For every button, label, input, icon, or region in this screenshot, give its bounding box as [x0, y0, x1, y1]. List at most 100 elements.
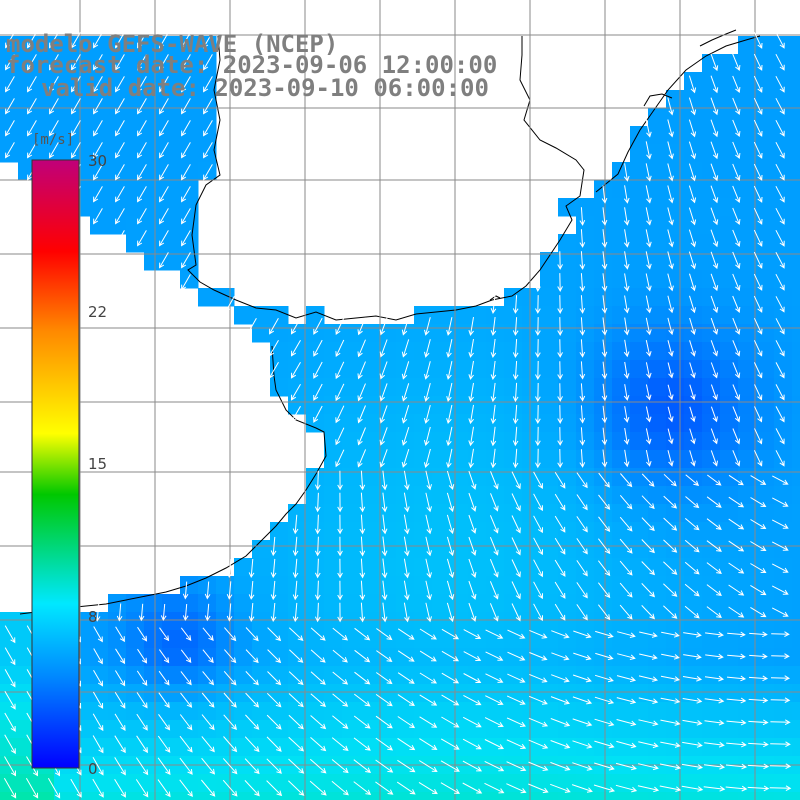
- wind-speed-cell: [378, 774, 397, 793]
- wind-arrow-icon: [203, 164, 213, 181]
- wind-arrow-icon: [468, 404, 474, 425]
- wind-arrow-icon: [639, 653, 658, 660]
- wind-speed-cell: [378, 684, 397, 703]
- wind-speed-cell: [396, 504, 415, 523]
- wind-arrow-icon: [204, 603, 211, 622]
- wind-speed-cell: [648, 504, 667, 523]
- wind-speed-cell: [0, 702, 19, 721]
- wind-arrow-icon: [772, 497, 789, 507]
- wind-arrow-icon: [446, 404, 453, 425]
- wind-speed-cell: [702, 270, 721, 289]
- wind-arrow-icon: [533, 515, 543, 534]
- wind-speed-cell: [720, 378, 739, 397]
- wind-arrow-icon: [468, 448, 474, 469]
- wind-arrow-icon: [645, 163, 652, 182]
- wind-arrow-icon: [3, 778, 17, 799]
- wind-arrow-icon: [292, 602, 299, 623]
- wind-arrow-icon: [309, 780, 327, 796]
- wind-arrow-icon: [375, 781, 394, 795]
- wind-speed-cell: [594, 450, 613, 469]
- wind-speed-cell: [666, 360, 685, 379]
- wind-speed-cell: [558, 198, 577, 217]
- wind-speed-cell: [774, 198, 793, 217]
- wind-arrow-icon: [379, 361, 388, 380]
- wind-arrow-icon: [424, 404, 431, 424]
- wind-speed-cell: [108, 72, 127, 91]
- wind-arrow-icon: [490, 382, 497, 403]
- wind-arrow-icon: [598, 538, 611, 555]
- wind-speed-cell: [324, 702, 343, 721]
- wind-arrow-icon: [775, 384, 785, 401]
- wind-arrow-icon: [667, 229, 674, 248]
- wind-speed-cell: [360, 486, 379, 505]
- wind-speed-cell: [630, 342, 649, 361]
- wind-speed-cell: [324, 612, 343, 631]
- wind-speed-cell: [234, 558, 253, 577]
- wind-speed-cell: [558, 252, 577, 271]
- wind-arrow-icon: [137, 98, 147, 115]
- wind-speed-cell: [720, 504, 739, 523]
- wind-arrow-icon: [688, 163, 697, 182]
- wind-speed-cell: [162, 720, 181, 739]
- wind-speed-cell: [342, 486, 361, 505]
- wind-arrow-icon: [181, 252, 191, 269]
- wind-arrow-icon: [290, 361, 301, 379]
- wind-speed-cell: [720, 72, 739, 91]
- wind-arrow-icon: [595, 630, 614, 639]
- wind-speed-cell: [90, 180, 109, 199]
- wind-speed-cell: [468, 684, 487, 703]
- wind-speed-cell: [486, 774, 505, 793]
- wind-speed-cell: [612, 792, 631, 800]
- wind-arrow-icon: [27, 98, 37, 115]
- wind-speed-cell: [306, 774, 325, 793]
- wind-speed-cell: [90, 144, 109, 163]
- wind-speed-cell: [540, 324, 559, 343]
- wind-arrow-icon: [535, 295, 541, 314]
- wind-speed-cell: [684, 468, 703, 487]
- wind-arrow-icon: [506, 695, 526, 705]
- wind-speed-cell: [576, 414, 595, 433]
- wind-arrow-icon: [684, 605, 700, 619]
- wind-arrow-icon: [688, 229, 697, 248]
- wind-speed-cell: [324, 648, 343, 667]
- wind-speed-cell: [378, 558, 397, 577]
- wind-speed-cell: [612, 684, 631, 703]
- wind-speed-cell: [522, 612, 541, 631]
- wind-speed-cell: [180, 702, 199, 721]
- wind-speed-cell: [774, 270, 793, 289]
- wind-speed-cell: [774, 414, 793, 433]
- wind-speed-cell: [180, 612, 199, 631]
- wind-speed-cell: [648, 396, 667, 415]
- wind-speed-cell: [450, 720, 469, 739]
- wind-speed-cell: [666, 792, 685, 800]
- wind-arrow-icon: [446, 448, 453, 469]
- wind-arrow-icon: [728, 540, 745, 552]
- wind-speed-cell: [684, 270, 703, 289]
- wind-arrow-icon: [424, 382, 431, 402]
- wind-arrow-icon: [706, 562, 722, 575]
- wind-arrow-icon: [292, 514, 299, 535]
- wind-speed-cell: [756, 486, 775, 505]
- wind-arrow-icon: [725, 763, 748, 770]
- wind-arrow-icon: [223, 670, 237, 686]
- wind-speed-cell: [702, 198, 721, 217]
- wind-speed-cell: [540, 792, 559, 800]
- wind-arrow-icon: [93, 76, 103, 93]
- wind-speed-cell: [702, 648, 721, 667]
- wind-arrow-icon: [645, 119, 652, 138]
- wind-speed-cell: [414, 522, 433, 541]
- wind-arrow-icon: [601, 273, 608, 292]
- wind-arrow-icon: [557, 273, 563, 292]
- wind-speed-cell: [306, 612, 325, 631]
- wind-speed-cell: [594, 216, 613, 235]
- wind-arrow-icon: [223, 692, 237, 708]
- wind-arrow-icon: [485, 629, 504, 639]
- wind-speed-cell: [738, 576, 757, 595]
- wind-speed-cell: [648, 540, 667, 559]
- wind-speed-cell: [0, 630, 19, 649]
- wind-speed-cell: [342, 666, 361, 685]
- wind-arrow-icon: [601, 317, 608, 336]
- wind-arrow-icon: [667, 406, 674, 423]
- wind-speed-cell: [720, 540, 739, 559]
- wind-speed-cell: [576, 702, 595, 721]
